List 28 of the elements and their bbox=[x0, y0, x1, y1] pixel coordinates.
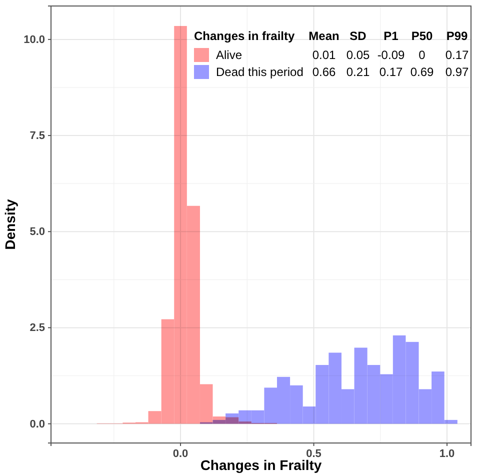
annotation: 0 bbox=[418, 48, 426, 62]
y-tick-label: 5.0 bbox=[30, 226, 45, 238]
annotation: 0.97 bbox=[445, 65, 469, 79]
legend-label: Alive bbox=[216, 48, 242, 62]
legend-label: Dead this period bbox=[216, 65, 304, 79]
x-tick-label: 0.5 bbox=[306, 448, 322, 460]
y-tick-label: 10.0 bbox=[24, 34, 45, 46]
annotation: 0.21 bbox=[346, 65, 370, 79]
annotation: SD bbox=[350, 29, 367, 43]
annotation: 0.66 bbox=[312, 65, 336, 79]
annotation: P50 bbox=[411, 29, 433, 43]
annotation: -0.09 bbox=[377, 48, 405, 62]
annotation: 0.17 bbox=[445, 48, 469, 62]
annotation: 0.69 bbox=[410, 65, 434, 79]
annotation: 0.17 bbox=[379, 65, 403, 79]
annotation: 0.05 bbox=[346, 48, 370, 62]
legend-title: Changes in frailty bbox=[194, 29, 296, 43]
y-axis-title: Density bbox=[2, 199, 18, 250]
y-tick-label: 2.5 bbox=[30, 322, 45, 334]
x-axis-title: Changes in Frailty bbox=[200, 457, 322, 473]
annotation: Mean bbox=[308, 29, 340, 43]
annotation: P99 bbox=[446, 29, 468, 43]
y-tick-label: 0.0 bbox=[30, 418, 45, 430]
annotation: P1 bbox=[384, 29, 399, 43]
x-tick-label: 1.0 bbox=[439, 448, 455, 460]
x-tick-label: 0.0 bbox=[172, 448, 188, 460]
annotation: 0.01 bbox=[312, 48, 336, 62]
y-tick-label: 7.5 bbox=[30, 130, 45, 142]
